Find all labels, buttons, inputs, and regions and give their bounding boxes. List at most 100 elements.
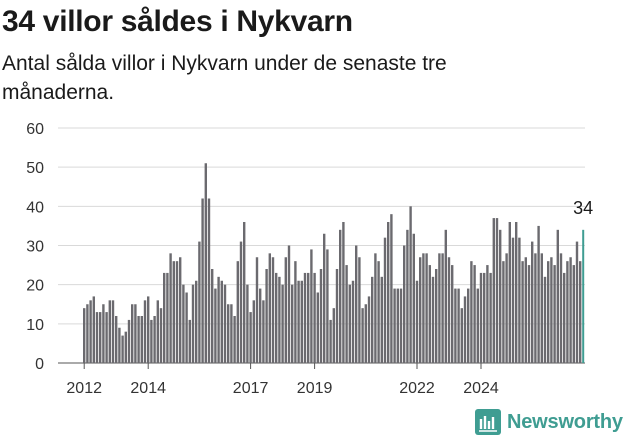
bar (486, 265, 489, 363)
bar (396, 288, 399, 363)
bar (102, 304, 105, 363)
bar (463, 296, 467, 363)
bar (470, 261, 473, 363)
bar (403, 245, 406, 363)
bar (223, 284, 227, 363)
bar (355, 245, 358, 363)
y-tick-label: 0 (35, 356, 44, 373)
bar (150, 319, 153, 363)
bar (300, 280, 303, 363)
bar (425, 253, 428, 363)
bar (294, 261, 297, 363)
bar (99, 312, 102, 363)
bar (521, 261, 524, 363)
bar (243, 222, 246, 363)
bar (143, 300, 147, 363)
bar (303, 272, 307, 363)
bar (124, 331, 127, 363)
bar (575, 241, 579, 363)
bar (399, 288, 403, 363)
bar (447, 257, 451, 363)
x-tick-label: 2024 (463, 380, 499, 397)
bar (121, 335, 124, 363)
x-tick-label: 2014 (130, 380, 166, 397)
bar (377, 261, 380, 363)
bar (358, 257, 361, 363)
bar (249, 312, 252, 363)
bar (159, 308, 163, 363)
bar (115, 316, 118, 363)
bar (527, 265, 531, 363)
bar (556, 229, 559, 363)
bar (422, 253, 425, 363)
bar (166, 272, 169, 363)
bar (163, 272, 166, 363)
bar (572, 265, 575, 363)
bar (550, 257, 553, 363)
bar (271, 257, 275, 363)
y-tick-label: 10 (26, 317, 44, 334)
bar (310, 249, 313, 363)
bar (259, 288, 262, 363)
y-tick-label: 20 (26, 278, 44, 295)
x-tick-label: 2012 (66, 380, 102, 397)
bar (287, 245, 291, 363)
y-tick-label: 40 (26, 199, 44, 216)
bar (297, 280, 300, 363)
bar (204, 163, 207, 363)
bar (547, 261, 550, 363)
bar (406, 229, 409, 363)
bar (313, 272, 316, 363)
bar (563, 272, 566, 363)
bar (211, 269, 214, 363)
bar (579, 261, 582, 363)
bar (335, 269, 339, 363)
bar (559, 253, 563, 363)
bar (412, 233, 415, 363)
bar (460, 308, 463, 363)
bar (332, 308, 335, 363)
bar (227, 304, 230, 363)
bar (127, 319, 131, 363)
x-axis-tick-labels: 2012 2014 2017 2019 2022 2024 (66, 363, 499, 397)
brand-name: Newsworthy (507, 410, 623, 433)
bar (479, 272, 483, 363)
bar (137, 316, 140, 363)
bar (569, 257, 572, 363)
bar (220, 280, 223, 363)
bar (83, 308, 86, 363)
bar (348, 284, 351, 363)
bar (233, 316, 236, 363)
bar (419, 257, 422, 363)
bar (515, 222, 518, 363)
bar (543, 276, 547, 363)
bar (540, 253, 543, 363)
bar (383, 237, 387, 363)
bar (291, 284, 294, 363)
bar (457, 288, 460, 363)
bar (361, 308, 364, 363)
bar (342, 222, 345, 363)
bar (217, 276, 220, 363)
bar (476, 288, 479, 363)
y-tick-label: 50 (26, 160, 44, 177)
bar (435, 269, 438, 363)
bar (319, 269, 323, 363)
bar (316, 292, 319, 363)
highlighted-bar (582, 229, 585, 363)
bar (131, 304, 134, 363)
bar (431, 276, 435, 363)
bar (534, 253, 537, 363)
bar (390, 214, 393, 363)
bar (531, 241, 534, 363)
bar (156, 300, 159, 363)
bar (444, 229, 447, 363)
newsworthy-brand[interactable]: Newsworthy (475, 406, 623, 438)
bar (505, 253, 508, 363)
bar (134, 304, 137, 363)
bar (239, 241, 243, 363)
bar (108, 300, 111, 363)
bar (367, 296, 371, 363)
bar (207, 198, 211, 363)
bar (502, 261, 505, 363)
